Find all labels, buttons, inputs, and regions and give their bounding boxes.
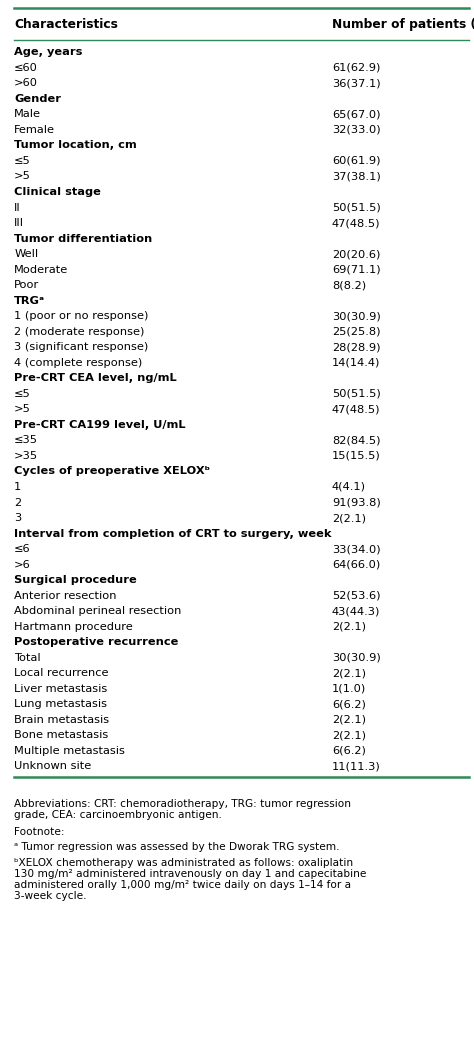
Text: Local recurrence: Local recurrence [14, 668, 109, 679]
Text: 37(38.1): 37(38.1) [332, 171, 381, 181]
Text: Age, years: Age, years [14, 47, 82, 58]
Text: ≤60: ≤60 [14, 63, 38, 72]
Text: 50(51.5): 50(51.5) [332, 389, 381, 399]
Text: Total: Total [14, 652, 41, 663]
Text: ≤35: ≤35 [14, 435, 38, 446]
Text: Bone metastasis: Bone metastasis [14, 730, 109, 741]
Text: Cycles of preoperative XELOXᵇ: Cycles of preoperative XELOXᵇ [14, 467, 210, 476]
Text: 11(11.3): 11(11.3) [332, 762, 381, 771]
Text: Hartmann procedure: Hartmann procedure [14, 622, 133, 631]
Text: Surgical procedure: Surgical procedure [14, 575, 137, 585]
Text: 2 (moderate response): 2 (moderate response) [14, 326, 145, 337]
Text: 2(2.1): 2(2.1) [332, 513, 366, 523]
Text: ≤5: ≤5 [14, 156, 31, 166]
Text: >5: >5 [14, 404, 31, 414]
Text: >35: >35 [14, 451, 38, 461]
Text: 3 (significant response): 3 (significant response) [14, 342, 148, 352]
Text: Liver metastasis: Liver metastasis [14, 684, 108, 693]
Text: Characteristics: Characteristics [14, 18, 118, 30]
Text: 60(61.9): 60(61.9) [332, 156, 380, 166]
Text: Moderate: Moderate [14, 264, 68, 275]
Text: 14(14.4): 14(14.4) [332, 358, 380, 368]
Text: ≤5: ≤5 [14, 389, 31, 399]
Text: Female: Female [14, 125, 55, 135]
Text: 20(20.6): 20(20.6) [332, 249, 380, 259]
Text: 2(2.1): 2(2.1) [332, 714, 366, 725]
Text: ᵃ Tumor regression was assessed by the Dworak TRG system.: ᵃ Tumor regression was assessed by the D… [14, 842, 340, 853]
Text: 2: 2 [14, 497, 21, 508]
Text: 130 mg/m² administered intravenously on day 1 and capecitabine: 130 mg/m² administered intravenously on … [14, 869, 366, 879]
Text: Tumor location, cm: Tumor location, cm [14, 141, 137, 150]
Text: 1: 1 [14, 481, 21, 492]
Text: >6: >6 [14, 559, 31, 570]
Text: 28(28.9): 28(28.9) [332, 342, 380, 352]
Text: 65(67.0): 65(67.0) [332, 109, 380, 120]
Text: 52(53.6): 52(53.6) [332, 591, 380, 601]
Text: 32(33.0): 32(33.0) [332, 125, 381, 135]
Text: 2(2.1): 2(2.1) [332, 668, 366, 679]
Text: 36(37.1): 36(37.1) [332, 79, 381, 88]
Text: 91(93.8): 91(93.8) [332, 497, 381, 508]
Text: 3: 3 [14, 513, 21, 523]
Text: 4 (complete response): 4 (complete response) [14, 358, 143, 368]
Text: Anterior resection: Anterior resection [14, 591, 117, 601]
Text: Interval from completion of CRT to surgery, week: Interval from completion of CRT to surge… [14, 529, 332, 538]
Text: ≤6: ≤6 [14, 544, 31, 554]
Text: 50(51.5): 50(51.5) [332, 202, 381, 213]
Text: Abdominal perineal resection: Abdominal perineal resection [14, 606, 182, 616]
Text: Poor: Poor [14, 280, 39, 291]
Text: II: II [14, 202, 21, 213]
Text: 64(66.0): 64(66.0) [332, 559, 380, 570]
Text: 6(6.2): 6(6.2) [332, 700, 365, 709]
Text: ᵇXELOX chemotherapy was administrated as follows: oxaliplatin: ᵇXELOX chemotherapy was administrated as… [14, 858, 353, 868]
Text: 8(8.2): 8(8.2) [332, 280, 366, 291]
Text: 82(84.5): 82(84.5) [332, 435, 380, 446]
Text: 61(62.9): 61(62.9) [332, 63, 380, 72]
Text: Pre-CRT CEA level, ng/mL: Pre-CRT CEA level, ng/mL [14, 373, 177, 383]
Text: TRGᵃ: TRGᵃ [14, 296, 46, 305]
Text: Pre-CRT CA199 level, U/mL: Pre-CRT CA199 level, U/mL [14, 420, 186, 430]
Text: 25(25.8): 25(25.8) [332, 326, 380, 337]
Text: 2(2.1): 2(2.1) [332, 730, 366, 741]
Text: Tumor differentiation: Tumor differentiation [14, 234, 153, 243]
Text: >5: >5 [14, 171, 31, 181]
Text: 43(44.3): 43(44.3) [332, 606, 380, 616]
Text: Well: Well [14, 249, 38, 259]
Text: 2(2.1): 2(2.1) [332, 622, 366, 631]
Text: Male: Male [14, 109, 41, 120]
Text: 6(6.2): 6(6.2) [332, 746, 365, 756]
Text: administered orally 1,000 mg/m² twice daily on days 1–14 for a: administered orally 1,000 mg/m² twice da… [14, 880, 351, 890]
Text: Gender: Gender [14, 93, 61, 104]
Text: 1(1.0): 1(1.0) [332, 684, 366, 693]
Text: grade, CEA: carcinoembryonic antigen.: grade, CEA: carcinoembryonic antigen. [14, 810, 222, 820]
Text: Unknown site: Unknown site [14, 762, 91, 771]
Text: 47(48.5): 47(48.5) [332, 218, 380, 228]
Text: Footnote:: Footnote: [14, 828, 65, 837]
Text: Multiple metastasis: Multiple metastasis [14, 746, 125, 756]
Text: Brain metastasis: Brain metastasis [14, 714, 109, 725]
Text: 69(71.1): 69(71.1) [332, 264, 381, 275]
Text: 4(4.1): 4(4.1) [332, 481, 366, 492]
Text: Postoperative recurrence: Postoperative recurrence [14, 637, 179, 647]
Text: Abbreviations: CRT: chemoradiotherapy, TRG: tumor regression: Abbreviations: CRT: chemoradiotherapy, T… [14, 799, 351, 809]
Text: 3-week cycle.: 3-week cycle. [14, 891, 87, 901]
Text: 30(30.9): 30(30.9) [332, 652, 381, 663]
Text: Clinical stage: Clinical stage [14, 187, 101, 197]
Text: 33(34.0): 33(34.0) [332, 544, 381, 554]
Text: 15(15.5): 15(15.5) [332, 451, 381, 461]
Text: >60: >60 [14, 79, 38, 88]
Text: Lung metastasis: Lung metastasis [14, 700, 107, 709]
Text: 30(30.9): 30(30.9) [332, 312, 381, 321]
Text: III: III [14, 218, 24, 228]
Text: 47(48.5): 47(48.5) [332, 404, 380, 414]
Text: Number of patients (%): Number of patients (%) [332, 18, 474, 30]
Text: 1 (poor or no response): 1 (poor or no response) [14, 312, 148, 321]
